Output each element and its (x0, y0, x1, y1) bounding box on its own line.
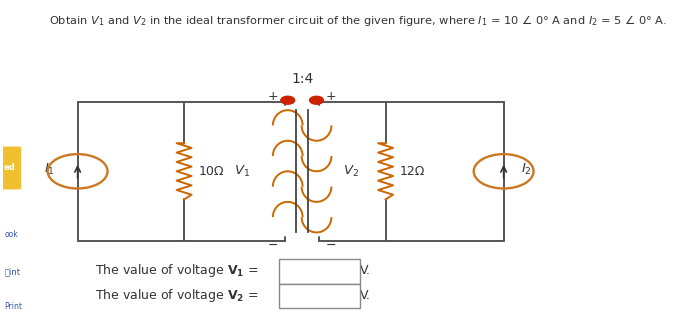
Text: 1:4: 1:4 (291, 72, 314, 86)
Circle shape (309, 96, 323, 104)
Text: +: + (268, 90, 279, 103)
Text: −: − (268, 239, 279, 252)
Text: V.: V. (360, 289, 370, 302)
Text: $V_2$: $V_2$ (343, 164, 359, 179)
FancyBboxPatch shape (0, 146, 21, 190)
Text: $\mathit{I}_2$: $\mathit{I}_2$ (521, 162, 532, 177)
Text: ook: ook (4, 229, 18, 239)
Text: Obtain $V_1$ and $V_2$ in the ideal transformer circuit of the given figure, whe: Obtain $V_1$ and $V_2$ in the ideal tran… (49, 13, 666, 28)
Text: −: − (326, 239, 336, 252)
Text: The value of voltage $\mathbf{V_1}$ =: The value of voltage $\mathbf{V_1}$ = (95, 262, 258, 279)
Text: Print: Print (4, 302, 22, 311)
Circle shape (281, 96, 295, 104)
Text: +: + (326, 90, 336, 103)
Text: $V_1$: $V_1$ (234, 164, 250, 179)
Text: $\mathit{I}_1$: $\mathit{I}_1$ (43, 162, 55, 177)
FancyBboxPatch shape (279, 284, 360, 308)
Text: The value of voltage $\mathbf{V_2}$ =: The value of voltage $\mathbf{V_2}$ = (95, 287, 258, 304)
FancyBboxPatch shape (279, 259, 360, 284)
Text: ⓘint: ⓘint (4, 267, 20, 277)
Text: ed: ed (4, 164, 15, 172)
Text: V.: V. (360, 264, 370, 277)
Text: 12Ω: 12Ω (400, 165, 426, 178)
Text: 10Ω: 10Ω (199, 165, 224, 178)
